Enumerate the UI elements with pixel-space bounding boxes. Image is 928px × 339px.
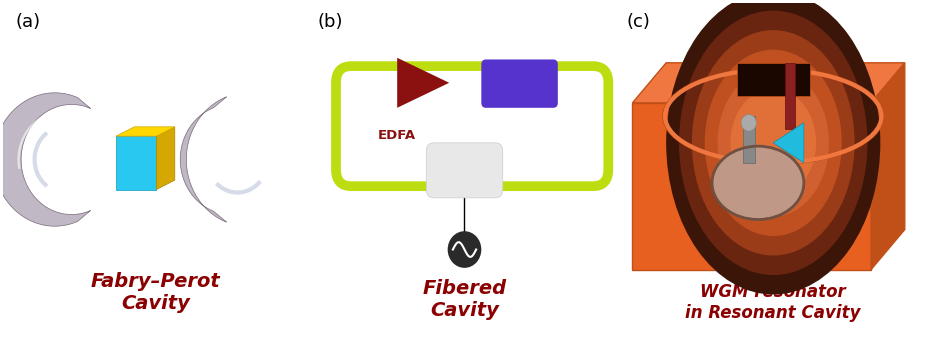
Polygon shape — [397, 58, 449, 108]
Text: (b): (b) — [317, 13, 342, 31]
Text: Fabry–Perot
Cavity: Fabry–Perot Cavity — [91, 272, 220, 313]
Ellipse shape — [704, 49, 841, 236]
Circle shape — [447, 231, 481, 268]
Polygon shape — [772, 123, 803, 163]
Text: (a): (a) — [15, 13, 40, 31]
Polygon shape — [870, 63, 904, 270]
Text: Fibered
Cavity: Fibered Cavity — [422, 279, 506, 320]
Polygon shape — [116, 136, 156, 190]
Circle shape — [741, 115, 755, 131]
Text: ODL: ODL — [501, 76, 536, 91]
Polygon shape — [632, 103, 870, 270]
Ellipse shape — [711, 146, 803, 220]
FancyBboxPatch shape — [481, 59, 557, 108]
FancyBboxPatch shape — [426, 143, 502, 198]
Ellipse shape — [691, 30, 854, 256]
Text: PM: PM — [451, 163, 477, 178]
Ellipse shape — [716, 69, 828, 217]
Ellipse shape — [729, 88, 815, 197]
Polygon shape — [736, 63, 809, 96]
Polygon shape — [180, 97, 226, 222]
Polygon shape — [156, 127, 174, 190]
Text: (c): (c) — [625, 13, 650, 31]
Text: EDFA: EDFA — [378, 129, 416, 142]
Ellipse shape — [678, 11, 867, 275]
Text: WGM resonator
in Resonant Cavity: WGM resonator in Resonant Cavity — [685, 283, 860, 322]
Polygon shape — [785, 63, 793, 129]
Ellipse shape — [665, 0, 880, 295]
Polygon shape — [116, 127, 174, 136]
Polygon shape — [0, 93, 90, 226]
Polygon shape — [632, 63, 904, 103]
Ellipse shape — [671, 67, 874, 219]
Polygon shape — [741, 116, 754, 163]
